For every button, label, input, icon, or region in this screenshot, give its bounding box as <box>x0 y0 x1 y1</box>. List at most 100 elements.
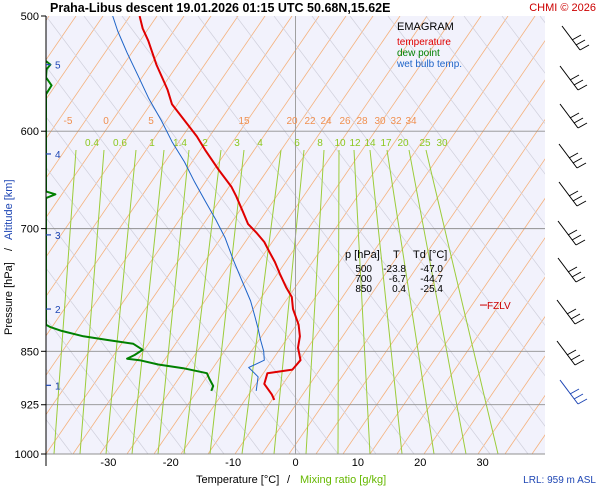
potential-temp-label: -5 <box>64 116 73 127</box>
altitude-tick-label: 3 <box>55 231 61 242</box>
dry-adiabat-line <box>450 316 545 454</box>
isobaric-guide-line <box>311 16 545 326</box>
mixing-ratio-label: 17 <box>380 138 392 149</box>
isobaric-guide-line <box>197 16 529 454</box>
x-tick-label: -20 <box>163 457 179 469</box>
table-cell: -47.0 <box>420 264 443 275</box>
mixing-ratio-line <box>183 149 222 454</box>
y-tick-label: 700 <box>21 224 39 236</box>
wind-barb-icon <box>559 103 588 129</box>
dry-adiabat-line <box>46 16 212 258</box>
mixing-ratio-label: 2 <box>202 138 208 149</box>
series-group <box>46 16 302 401</box>
dry-adiabat-line <box>396 237 545 454</box>
wind-barbs <box>556 25 590 405</box>
wind-barb-icon <box>561 25 590 51</box>
isobaric-guide-line <box>46 318 149 454</box>
y-tick-label: 850 <box>21 346 39 358</box>
table-cell: -6.7 <box>389 274 407 285</box>
mixing-ratio-label: 1.4 <box>173 138 187 149</box>
sounding-table: p [hPa] T Td [°C] 500 -23.8 -47.0 700 -6… <box>345 249 447 295</box>
mixing-ratio-label: 10 <box>334 138 346 149</box>
potential-temp-label: 34 <box>405 116 417 127</box>
wind-barb-icon <box>557 257 586 283</box>
y-tick-label: 500 <box>21 11 39 23</box>
legend-item-dew-point: dew point <box>397 48 440 59</box>
potential-temp-label: 32 <box>390 116 402 127</box>
potential-temp-label: 5 <box>148 116 154 127</box>
y-axis-label-altitude: Altitude [km] <box>3 179 15 240</box>
dry-adiabat-line <box>261 40 545 454</box>
wind-barb-icon <box>557 220 586 246</box>
mixing-ratio-line <box>241 149 282 454</box>
altitude-tick-label: 4 <box>55 150 61 161</box>
mixing-ratio-line <box>131 149 165 454</box>
dry-adiabat-line <box>477 355 545 454</box>
altitude-tick-label: 1 <box>55 381 61 392</box>
table-header-p: p [hPa] <box>345 249 380 261</box>
lrl-label: LRL: 959 m ASL <box>523 475 596 486</box>
mixing-ratio-line <box>105 149 137 454</box>
isobaric-guide-line <box>83 16 415 454</box>
mixing-ratio-label: 12 <box>349 138 361 149</box>
background-labels: -5 0 5 15 20 22 24 26 28 30 32 340.4 0.6 1 1.4 2 3 4 6 8 10 1… <box>64 116 448 149</box>
mixing-ratio-line <box>79 149 105 454</box>
y-tick-label: 1000 <box>15 449 39 461</box>
y-tick-label: 925 <box>21 400 39 412</box>
series-line-temperature <box>138 16 302 401</box>
y-axis-label: Pressure [hPa] <box>3 262 15 335</box>
isobaric-guide-line <box>46 217 225 454</box>
dry-adiabat-line <box>153 16 455 454</box>
mixing-ratio-line <box>369 149 403 454</box>
mixing-ratio-label: 0.6 <box>113 138 127 149</box>
isobaric-guide-line <box>273 16 545 377</box>
y-axis-label-separator: / <box>3 247 15 251</box>
x-axis-label-separator: / <box>287 474 291 486</box>
dry-adiabat-line <box>369 197 545 454</box>
copyright: CHMI © 2026 <box>529 2 596 14</box>
mixing-ratio-line <box>408 149 467 454</box>
wind-barb-icon <box>556 299 585 325</box>
mixing-ratio-label: 8 <box>317 138 323 149</box>
isobaric-guide-line <box>235 16 545 427</box>
isobaric-guide-line <box>46 267 187 454</box>
mixing-ratio-line <box>386 149 435 454</box>
x-axis-label: Temperature [°C] <box>196 474 279 486</box>
dry-adiabat-line <box>46 16 104 100</box>
potential-temp-label: 15 <box>238 116 250 127</box>
x-tick-label: 0 <box>292 457 298 469</box>
mixing-ratio-line <box>305 149 325 454</box>
mixing-ratio-line <box>337 149 340 454</box>
wind-barb-icon <box>559 65 588 91</box>
legend: EMAGRAM temperature dew point wet bulb t… <box>396 21 462 70</box>
potential-temp-label: 24 <box>320 116 332 127</box>
x-tick-label: -30 <box>100 457 116 469</box>
mixing-ratio-label: 30 <box>436 138 448 149</box>
mixing-ratio-label: 0.4 <box>85 138 99 149</box>
legend-title: EMAGRAM <box>397 21 454 33</box>
mixing-ratio-label: 4 <box>257 138 263 149</box>
table-cell: 850 <box>355 284 372 295</box>
isobaric-guide-line <box>463 16 545 125</box>
table-header-td: Td [°C] <box>413 249 447 261</box>
table-header-t: T <box>393 249 400 261</box>
mixing-ratio-line <box>53 149 77 454</box>
series-line-wet-bulb-temp <box>112 16 265 391</box>
potential-temp-label: 0 <box>103 116 109 127</box>
dry-adiabat-line <box>46 16 293 376</box>
y-axis-label-group: Pressure [hPa] / Altitude [km] <box>3 179 15 335</box>
x-tick-label: -10 <box>225 457 241 469</box>
mixing-ratio-line <box>273 149 305 454</box>
mixing-ratio-line <box>353 149 371 454</box>
mixing-ratio-line <box>425 149 499 454</box>
x-tick-label: 20 <box>414 457 426 469</box>
dry-adiabat-line <box>46 16 239 298</box>
dry-adiabat-line <box>99 16 401 454</box>
series-line-dew-point <box>46 60 215 392</box>
mixing-ratio-line <box>157 149 190 454</box>
x-axis-label-mixing-ratio: Mixing ratio [g/kg] <box>300 474 386 486</box>
mixing-ratio-label: 25 <box>419 138 431 149</box>
dry-adiabat-line <box>46 16 158 179</box>
grid <box>46 16 545 455</box>
